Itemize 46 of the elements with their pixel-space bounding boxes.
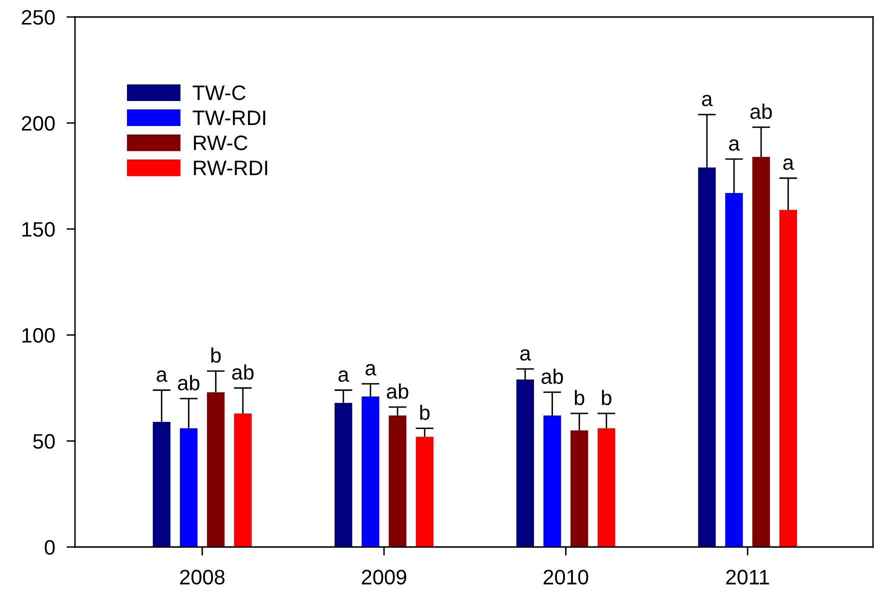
x-tick-label: 2009	[362, 570, 406, 585]
legend-label: TW-C	[192, 85, 246, 100]
data-label: a	[783, 158, 794, 170]
legend-label: RW-RDI	[194, 160, 268, 176]
data-label: a	[366, 364, 376, 376]
bar	[779, 210, 798, 547]
data-label: ab	[750, 104, 772, 119]
data-label: a	[338, 370, 350, 382]
legend-label: RW-C	[194, 135, 248, 150]
data-label: a	[729, 139, 740, 151]
y-tick-label: 250	[22, 10, 55, 25]
bar	[334, 402, 352, 547]
data-label: b	[420, 404, 430, 420]
y-tick-label: 0	[44, 540, 55, 555]
data-label: b	[602, 390, 612, 406]
bar	[516, 380, 534, 547]
y-tick-label: 200	[22, 116, 55, 131]
x-tick-label: 2008	[180, 570, 225, 585]
data-label: ab	[386, 383, 408, 399]
bar	[543, 416, 562, 547]
bar	[598, 428, 616, 547]
data-label: b	[574, 390, 584, 406]
x-tick-label: 2010	[544, 570, 588, 585]
data-label: ab	[542, 368, 563, 384]
bar	[416, 436, 434, 547]
data-label: a	[702, 94, 713, 106]
y-tick-label: 150	[22, 222, 55, 237]
x-tick-label: 2011	[726, 570, 769, 585]
bar	[725, 192, 743, 547]
data-label: a	[156, 370, 168, 382]
bar	[206, 392, 225, 547]
bar	[388, 416, 406, 547]
bar	[152, 422, 170, 547]
bar	[698, 168, 716, 547]
y-tick-label: 100	[22, 328, 55, 343]
legend-label: TW-RDI	[192, 110, 266, 125]
bar	[752, 156, 770, 547]
data-label: ab	[232, 364, 254, 380]
data-label: b	[211, 347, 221, 363]
bar	[234, 413, 252, 547]
data-label: a	[520, 349, 531, 361]
y-tick-label: 50	[33, 434, 55, 449]
bar	[180, 428, 198, 547]
bar	[362, 396, 380, 547]
bar	[570, 430, 588, 547]
data-label: ab	[178, 375, 200, 390]
